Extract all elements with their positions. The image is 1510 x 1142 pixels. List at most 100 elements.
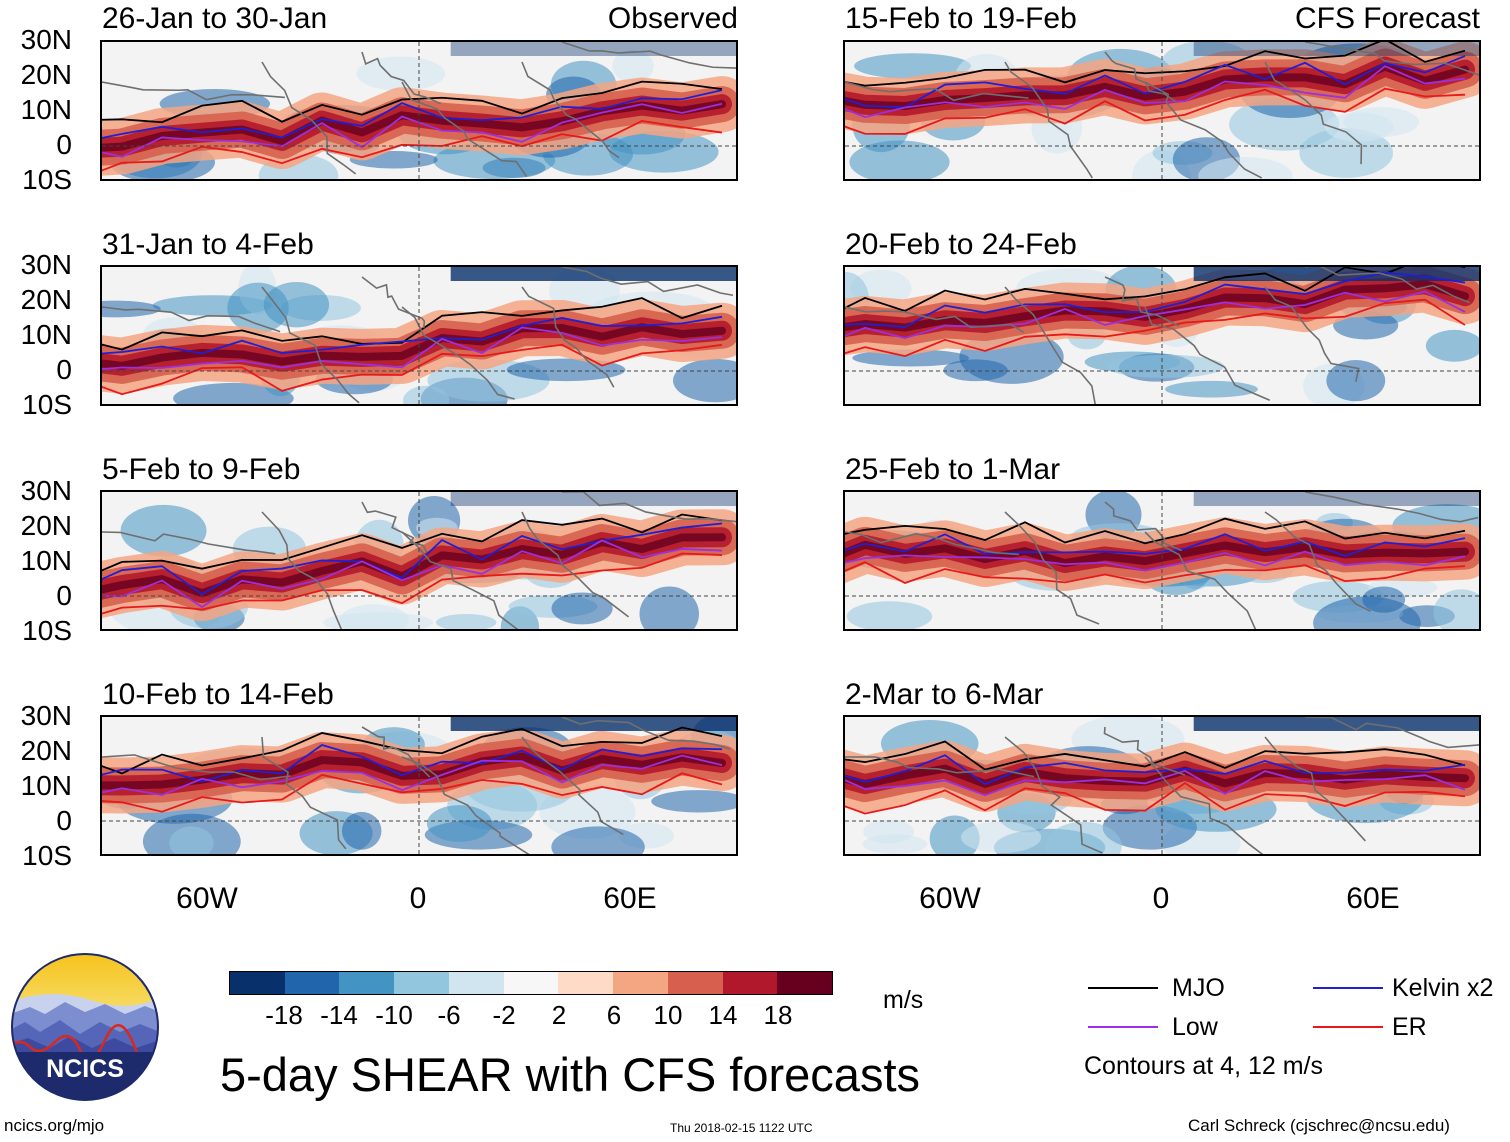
negative-shear-area: [863, 819, 915, 844]
coastline: [1004, 736, 1103, 854]
coastline: [561, 717, 731, 750]
coastline: [102, 531, 276, 555]
lon-label: 60W: [919, 882, 981, 915]
negative-shear-area: [341, 811, 382, 850]
legend-label-kelvin: Kelvin x2: [1392, 974, 1494, 1002]
colorbar-swatch: [558, 972, 614, 994]
negative-shear-area: [339, 604, 409, 629]
lat-label: 20N: [20, 735, 72, 766]
contour-line: [845, 55, 1466, 109]
negative-shear-area: [403, 385, 450, 404]
lat-label: 0: [56, 129, 72, 160]
map-panel-forecast-2: [843, 265, 1481, 406]
contour-line: [845, 740, 1466, 771]
contour-note: Contours at 4, 12 m/s: [1084, 1052, 1324, 1080]
main-title: 5-day SHEAR with CFS forecasts: [220, 1048, 920, 1101]
map-panel-forecast-3: [843, 490, 1481, 631]
coastline: [401, 306, 515, 400]
panel-title: 25-Feb to 1-Mar: [845, 453, 1061, 486]
negative-shear-area: [639, 586, 699, 629]
coastline: [261, 736, 347, 850]
contour-line: [102, 539, 723, 609]
colorbar-swatch: [448, 972, 504, 994]
shear-map: [845, 42, 1479, 179]
colorbar-label: -10: [375, 1000, 413, 1030]
negative-shear-area: [169, 826, 214, 854]
lat-label: 30N: [20, 249, 72, 280]
lon-label: 0: [409, 882, 427, 915]
contour-line: [845, 561, 1466, 584]
colorbar-label: 2: [551, 1000, 567, 1030]
negative-shear-area: [1425, 329, 1479, 362]
shear-map: [845, 267, 1479, 404]
website-link[interactable]: ncics.org/mjo: [4, 1116, 105, 1135]
strong-negative-shear: [450, 42, 736, 56]
negative-shear-area: [1045, 821, 1122, 854]
coastline: [1104, 501, 1183, 552]
coastline: [521, 736, 624, 836]
coastline: [1104, 276, 1180, 327]
contour-legend: MJO Kelvin x2 Low ER Contours at 4, 12 m…: [1084, 973, 1508, 1083]
contour-line: [102, 343, 723, 396]
negative-shear-area: [1362, 586, 1406, 613]
legend-label-low: Low: [1172, 1013, 1218, 1041]
map-panel-observed-3: [100, 490, 738, 631]
logo-text: NCICS: [46, 1055, 124, 1083]
coastline: [1144, 306, 1271, 402]
coastline: [521, 286, 615, 388]
colorbar-label: 18: [763, 1000, 793, 1030]
colorbar-label: 10: [653, 1000, 683, 1030]
lat-label: 10S: [22, 615, 72, 646]
coastline: [401, 531, 519, 629]
negative-shear-area: [612, 50, 654, 83]
coastline: [261, 511, 343, 629]
negative-shear-area: [672, 358, 736, 403]
contour-line: [102, 80, 723, 124]
negative-shear-area: [435, 613, 497, 629]
legend-line-low: [1088, 1026, 1158, 1028]
coastline: [102, 306, 281, 333]
coastline: [1004, 511, 1100, 625]
contour-line: [102, 772, 723, 813]
contour-line: [102, 743, 723, 783]
coastline: [1103, 726, 1186, 776]
coastline: [561, 267, 734, 297]
legend-line-mjo: [1088, 987, 1158, 989]
contour-line: [845, 267, 1466, 312]
lat-label: 20N: [20, 59, 72, 90]
shear-band: [845, 764, 1469, 789]
lat-label: 20N: [20, 510, 72, 541]
lat-label: 30N: [20, 700, 72, 731]
map-panel-forecast-4: [843, 715, 1481, 856]
colorbar-swatch: [613, 972, 668, 994]
coastline: [401, 756, 530, 854]
panel-title: 10-Feb to 14-Feb: [102, 678, 334, 711]
lon-label: 60E: [1346, 882, 1400, 915]
strong-negative-shear: [450, 492, 736, 506]
colorbar-label: -6: [437, 1000, 461, 1030]
colorbar: [229, 971, 833, 995]
coastline: [845, 306, 1025, 333]
coastline: [1264, 511, 1371, 613]
strong-negative-shear: [1193, 42, 1479, 56]
coastline: [261, 286, 360, 404]
negative-shear-area: [426, 805, 493, 842]
coastline: [845, 531, 1020, 556]
coastline: [261, 61, 357, 175]
panel-title: 2-Mar to 6-Mar: [845, 678, 1044, 711]
coastline: [1264, 61, 1363, 165]
coastline: [361, 51, 442, 105]
legend-line-er: [1313, 1026, 1383, 1028]
lat-label: 10N: [20, 94, 72, 125]
coastline: [845, 81, 1029, 102]
colorbar-label: -18: [265, 1000, 303, 1030]
legend-label-mjo: MJO: [1172, 974, 1225, 1002]
colorbar-swatch: [503, 972, 559, 994]
negative-shear-area: [1198, 157, 1293, 179]
shear-map: [845, 492, 1479, 629]
shear-band: [845, 540, 1469, 568]
negative-shear-area: [846, 601, 933, 629]
panel-title: 5-Feb to 9-Feb: [102, 453, 301, 486]
negative-shear-area: [1324, 112, 1394, 142]
shear-map: [102, 492, 736, 629]
